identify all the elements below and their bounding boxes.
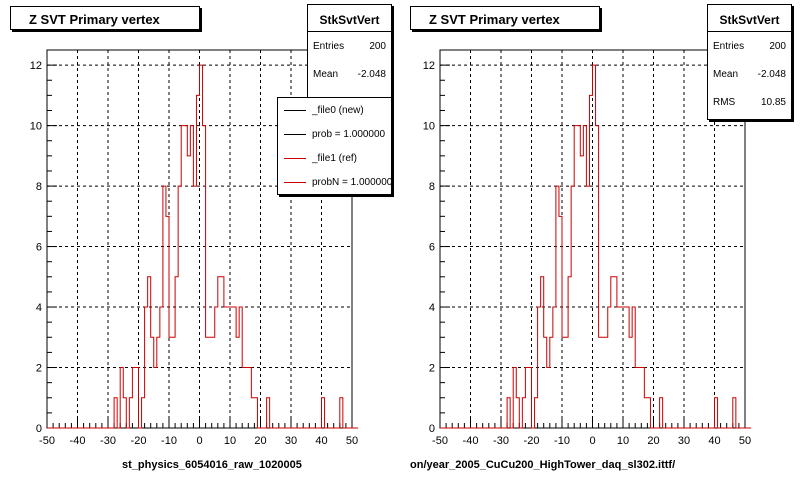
stats-value: -2.048 bbox=[757, 68, 786, 80]
x-tick-label: -10 bbox=[554, 435, 570, 447]
y-tick-label: 10 bbox=[423, 121, 435, 133]
legend-entry: probN = 1.000000 bbox=[278, 170, 391, 194]
x-tick-label: -40 bbox=[463, 435, 479, 447]
stats-label: Mean bbox=[713, 68, 739, 80]
x-tick-label: -20 bbox=[524, 435, 540, 447]
stats-value: 200 bbox=[769, 40, 786, 52]
x-tick-label: 40 bbox=[315, 435, 327, 447]
stats-label: Mean bbox=[313, 68, 339, 80]
y-tick-label: 2 bbox=[36, 363, 42, 375]
left-histogram: -50 -40 -30 -20 -10 0 10 20 30 40 50 0 2 4 6 8 10 12 bbox=[30, 49, 359, 447]
y-tick-label: 6 bbox=[36, 242, 42, 254]
legend-swatch bbox=[284, 109, 306, 111]
x-tick-label: -40 bbox=[70, 435, 86, 447]
x-tick-label: 30 bbox=[285, 435, 297, 447]
y-tick-label: 12 bbox=[423, 60, 435, 72]
left-stats-row: Mean -2.048 bbox=[308, 60, 391, 88]
y-tick-label: 6 bbox=[429, 242, 435, 254]
legend-label: probN = 1.000000 bbox=[312, 176, 392, 188]
right-stats-row: Entries 200 bbox=[708, 32, 791, 60]
stats-label: Entries bbox=[313, 40, 345, 52]
y-tick-label: 8 bbox=[429, 181, 435, 193]
left-legend: _file0 (new) prob = 1.000000 _file1 (ref… bbox=[277, 97, 392, 195]
left-title: Z SVT Primary vertex bbox=[10, 6, 200, 30]
stats-label: Entries bbox=[713, 40, 745, 52]
stats-value: 10.85 bbox=[760, 96, 786, 108]
left-stats-box: StkSvtVert Entries 200 Mean -2.048 bbox=[307, 4, 392, 104]
legend-label: _file0 (new) bbox=[312, 104, 364, 116]
x-tick-label: -50 bbox=[39, 435, 55, 447]
histogram-series bbox=[440, 64, 752, 429]
x-tick-label: 40 bbox=[708, 435, 720, 447]
x-tick-label: 0 bbox=[589, 435, 595, 447]
legend-swatch bbox=[284, 133, 306, 135]
y-tick-label: 0 bbox=[429, 423, 435, 435]
legend-swatch bbox=[284, 181, 306, 183]
stats-value: 200 bbox=[369, 40, 386, 52]
y-tick-label: 0 bbox=[36, 423, 42, 435]
x-tick-label: -10 bbox=[161, 435, 177, 447]
right-title: Z SVT Primary vertex bbox=[410, 6, 600, 30]
legend-entry: prob = 1.000000 bbox=[278, 122, 391, 146]
x-tick-label: -20 bbox=[131, 435, 147, 447]
legend-entry: _file1 (ref) bbox=[278, 146, 391, 170]
x-tick-label: 10 bbox=[617, 435, 629, 447]
stats-label: RMS bbox=[713, 96, 736, 108]
right-pad: -50 -40 -30 -20 -10 0 10 20 30 40 50 0 2 4 6 8 10 12 Z SV… bbox=[400, 0, 800, 480]
x-tick-label: 50 bbox=[739, 435, 751, 447]
y-tick-label: 10 bbox=[30, 121, 42, 133]
x-tick-label: 20 bbox=[647, 435, 659, 447]
x-tick-label: -30 bbox=[100, 435, 116, 447]
y-tick-label: 8 bbox=[36, 181, 42, 193]
right-histogram: -50 -40 -30 -20 -10 0 10 20 30 40 50 0 2 4 6 8 10 12 bbox=[423, 49, 752, 447]
legend-label: _file1 (ref) bbox=[312, 152, 358, 164]
y-tick-label: 4 bbox=[36, 302, 42, 314]
histogram-series bbox=[47, 64, 359, 429]
right-x-caption: on/year_2005_CuCu200_HighTower_daq_sl302… bbox=[410, 459, 676, 471]
y-tick-label: 4 bbox=[429, 302, 435, 314]
x-tick-label: -50 bbox=[432, 435, 448, 447]
left-x-caption: st_physics_6054016_raw_1020005 bbox=[122, 459, 302, 471]
x-tick-label: 30 bbox=[678, 435, 690, 447]
stats-value: -2.048 bbox=[357, 68, 386, 80]
y-tick-label: 2 bbox=[429, 363, 435, 375]
right-stats-box: StkSvtVert Entries 200 Mean -2.048 RMS 10.8… bbox=[707, 4, 792, 120]
legend-label: prob = 1.000000 bbox=[312, 128, 386, 140]
x-tick-label: 20 bbox=[254, 435, 266, 447]
right-stats-row: RMS 10.85 bbox=[708, 88, 791, 116]
left-pad: -50 -40 -30 -20 -10 0 10 20 30 40 50 0 2 4 6 8 10 12 Z SV… bbox=[10, 4, 392, 471]
legend-entry: _file0 (new) bbox=[278, 98, 391, 122]
left-stats-name: StkSvtVert bbox=[308, 5, 391, 32]
x-tick-label: 50 bbox=[346, 435, 358, 447]
right-stats-name: StkSvtVert bbox=[708, 5, 791, 32]
y-tick-label: 12 bbox=[30, 60, 42, 72]
x-tick-label: 10 bbox=[224, 435, 236, 447]
x-tick-label: 0 bbox=[196, 435, 202, 447]
x-tick-label: -30 bbox=[493, 435, 509, 447]
right-stats-row: Mean -2.048 bbox=[708, 60, 791, 88]
left-stats-row: Entries 200 bbox=[308, 32, 391, 60]
legend-swatch bbox=[284, 157, 306, 159]
